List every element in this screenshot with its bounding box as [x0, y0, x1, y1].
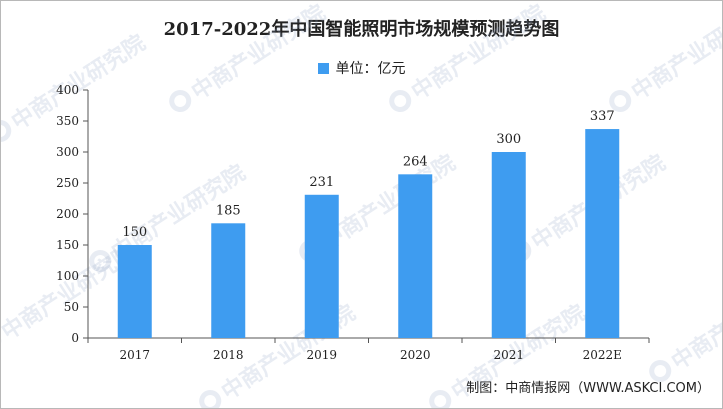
- bar: [211, 223, 246, 338]
- y-tick-label: 0: [71, 331, 79, 345]
- bar: [304, 194, 339, 338]
- chart-legend: 单位：亿元: [1, 58, 722, 78]
- x-tick-label: 2020: [400, 348, 431, 362]
- legend-label: 单位：亿元: [335, 61, 406, 77]
- x-tick-label: 2021: [493, 348, 524, 362]
- bar: [491, 152, 526, 338]
- x-tick-label: 2019: [306, 348, 337, 362]
- y-tick-label: 400: [56, 83, 79, 97]
- data-label: 231: [309, 175, 334, 190]
- data-label: 264: [403, 154, 428, 169]
- x-tick-label: 2022E: [583, 348, 622, 362]
- bar: [585, 129, 620, 338]
- x-tick-label: 2017: [119, 348, 150, 362]
- chart-title: 2017-2022年中国智能照明市场规模预测趋势图: [163, 19, 560, 40]
- bar: [398, 174, 433, 338]
- y-tick-label: 250: [56, 176, 79, 190]
- source-note: 制图：中商情报网（WWW.ASKCI.COM）: [466, 381, 710, 396]
- data-label: 300: [496, 132, 521, 147]
- y-tick-label: 100: [56, 269, 79, 283]
- data-label: 337: [590, 109, 615, 124]
- x-tick-label: 2018: [213, 348, 244, 362]
- y-tick-label: 150: [56, 238, 79, 252]
- y-tick-label: 50: [64, 300, 79, 314]
- y-tick-label: 200: [56, 207, 79, 221]
- y-tick-label: 300: [56, 145, 79, 159]
- bar: [117, 245, 152, 338]
- data-label: 185: [216, 203, 241, 218]
- legend-swatch: [317, 62, 329, 74]
- data-label: 150: [122, 225, 147, 240]
- y-tick-label: 350: [56, 114, 79, 128]
